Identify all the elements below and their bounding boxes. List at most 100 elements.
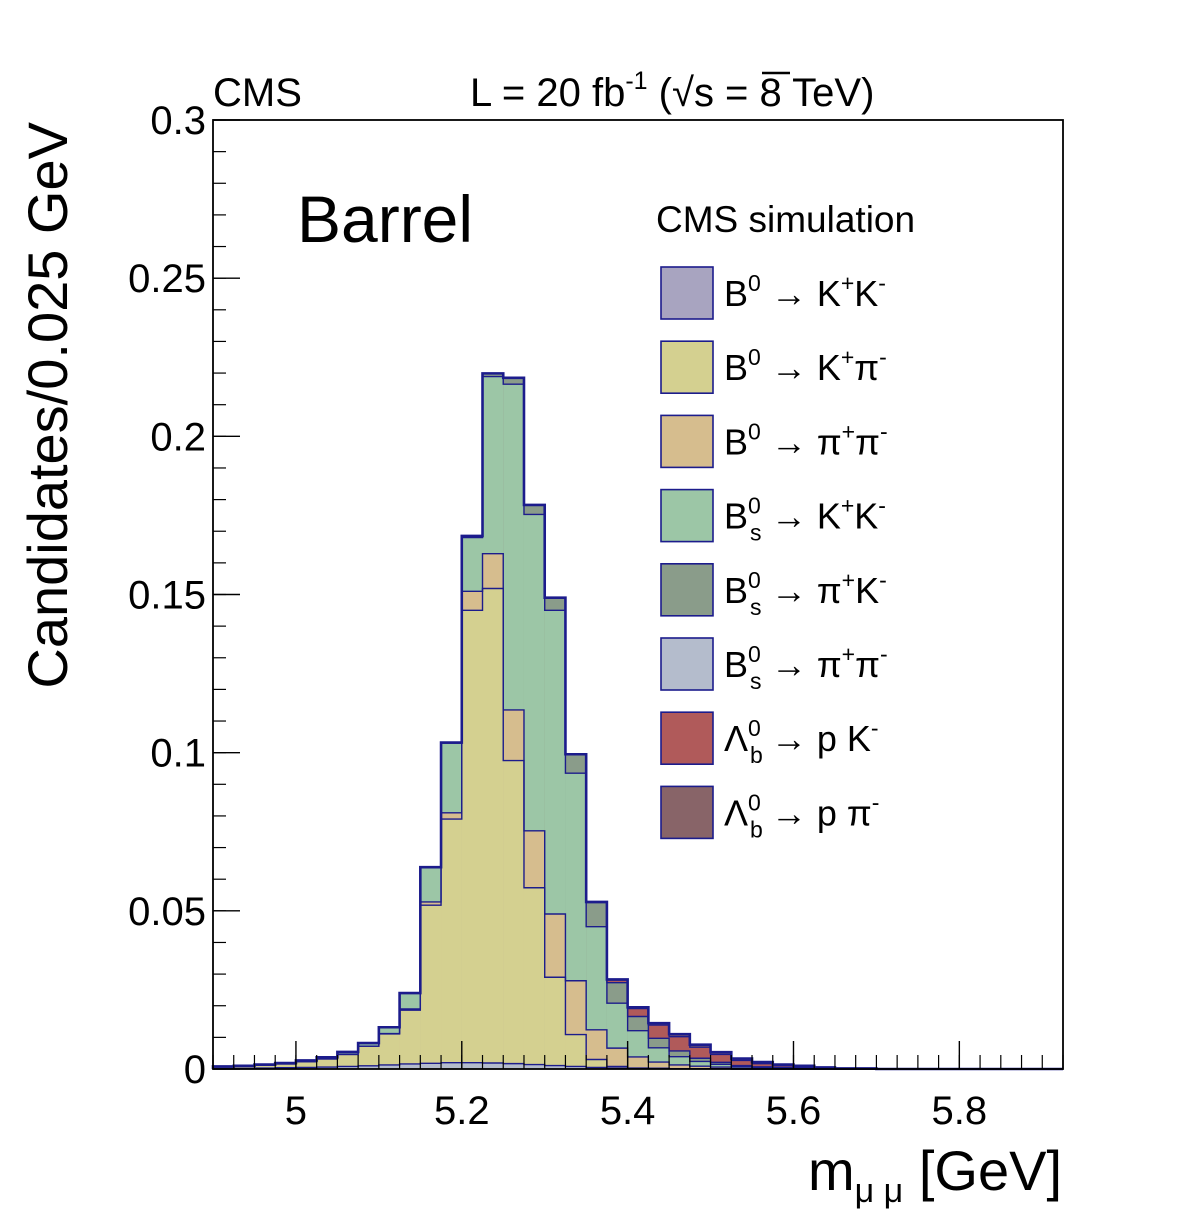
y-tick-label: 0.1 (150, 732, 206, 776)
legend-arrow: → (761, 273, 817, 314)
legend-swatch (660, 637, 714, 691)
legend-arrow: → (761, 718, 817, 759)
bar-B0_KpiMinus-2 (254, 1065, 276, 1069)
legend-parent-sub: s (750, 668, 762, 694)
title-right: L = 20 fb-1 (√s = 8 TeV) (470, 67, 874, 115)
legend-product2-sup: - (871, 715, 879, 741)
legend-parent: Λ (724, 718, 748, 759)
legend-parent-sup: 0 (748, 641, 761, 667)
legend-product1: K (817, 347, 841, 388)
legend-label: B0 → K+K- (724, 270, 886, 314)
bar-B0_KpiMinus-4 (295, 1061, 317, 1069)
bar-Bs0_pipi-10 (420, 1063, 442, 1069)
bar-Bs0_pipi-15 (523, 1064, 545, 1069)
energy-label: s = 8 TeV) (694, 71, 874, 115)
bar-Bs0_pipi-12 (461, 1062, 483, 1069)
tick-labels: 5 5.2 5.4 5.6 5.8 0 0.05 0.1 0.15 0.2 0.25 0.3 (128, 99, 987, 1133)
legend-product1: p (817, 718, 847, 759)
legend-entry: B0 → π+π- (724, 418, 888, 462)
legend-label: B0 → π+π- (724, 641, 888, 685)
legend-product2-sup: - (878, 493, 886, 519)
legend-product1-sup: + (841, 270, 854, 296)
legend-label: B0 → π+π- (724, 418, 888, 462)
bar-Bs0_pipi-13 (482, 1062, 504, 1069)
legend: B0 → K+K-B0 → K+π-B0 → π+π-B0 → K+K-sB0 … (660, 266, 888, 842)
legend-entry: B0 → K+K-s (724, 493, 886, 546)
bar-Bs0_KK-23 (689, 1061, 711, 1069)
legend-parent-sup: 0 (748, 344, 761, 370)
legend-parent-sup: 0 (748, 567, 761, 593)
bar-Bs0_pipi-14 (503, 1063, 524, 1069)
bar-Lb0_pK-25 (731, 1060, 753, 1069)
legend-parent-sub: s (750, 520, 762, 546)
legend-product1: π (817, 421, 842, 462)
x-axis-title-main: m (808, 1139, 855, 1202)
legend-product2: π (847, 792, 872, 833)
legend-parent-sup: 0 (748, 270, 761, 296)
bar-B0_KpiMinus-15 (523, 887, 545, 1069)
legend-arrow: → (761, 644, 817, 685)
legend-parent-sub: b (750, 816, 763, 842)
x-axis-title: mμ μ [GeV] (808, 1139, 1062, 1210)
lumi-exponent: -1 (625, 67, 647, 95)
bar-B0_KpiMinus-6 (337, 1054, 359, 1069)
bar-B0_KpiMinus-10 (420, 905, 442, 1069)
bar-B0_pipi-22 (669, 1064, 690, 1069)
legend-product2: K (854, 273, 878, 314)
x-tick-label: 5.2 (434, 1089, 490, 1133)
legend-parent-sub: s (750, 594, 762, 620)
legend-arrow: → (761, 496, 817, 537)
legend-product1: K (817, 273, 841, 314)
bar-B0_KpiMinus-1 (233, 1066, 255, 1069)
x-tick-label: 5 (285, 1089, 307, 1133)
legend-swatch (660, 785, 714, 840)
x-tick-label: 5.8 (932, 1089, 988, 1133)
bar-Bs0_pipi-17 (565, 1066, 587, 1069)
legend-label: Λ0 → p π- (724, 789, 879, 833)
legend-entry: B0 → K+K- (724, 270, 886, 314)
y-tick-label: 0 (184, 1048, 206, 1092)
y-tick-label: 0.3 (150, 99, 206, 143)
legend-arrow: → (761, 347, 817, 388)
legend-swatch (660, 488, 714, 543)
title-left: CMS (213, 71, 302, 115)
legend-parent: B (724, 273, 748, 314)
y-tick-label: 0.05 (128, 890, 206, 934)
y-tick-label: 0.15 (128, 574, 206, 618)
legend-parent: B (724, 570, 748, 611)
legend-title: CMS simulation (656, 199, 915, 240)
sqrt-symbol: √ (672, 71, 694, 115)
bar-B0_KpiMinus-11 (441, 819, 462, 1069)
bar-B0_KpiMinus-8 (378, 1033, 400, 1069)
bar-B0_KpiMinus-18 (586, 1059, 607, 1069)
y-axis-title: Candidates/0.025 GeV (16, 121, 79, 688)
legend-product2-sup: - (880, 641, 888, 667)
bar-B0_KpiMinus-5 (316, 1058, 338, 1069)
legend-product1: K (817, 496, 841, 537)
paren-open: ( (648, 71, 673, 115)
y-tick-label: 0.25 (128, 257, 206, 301)
lumi-prefix: L = 20 fb (470, 71, 625, 115)
bar-Bs0_pipi-6 (337, 1066, 359, 1069)
bar-B0_pipi-21 (648, 1062, 670, 1069)
bar-Bs0_pipi-7 (358, 1065, 379, 1069)
legend-product2: K (855, 570, 879, 611)
legend-product1: π (817, 644, 842, 685)
x-axis-title-sub: μ μ (855, 1172, 904, 1210)
legend-parent-sup: 0 (748, 418, 761, 444)
legend-entry: B0 → K+π- (724, 344, 887, 388)
axes (212, 119, 1064, 1070)
legend-product1-sup: + (842, 641, 855, 667)
legend-label: B0 → K+K- (724, 493, 886, 537)
legend-parent-sup: 0 (748, 493, 761, 519)
legend-product2: π (854, 347, 879, 388)
bar-B0_KpiMinus-9 (399, 1010, 421, 1069)
legend-product1-sup: + (842, 418, 855, 444)
bar-B0_KpiMinus-13 (482, 588, 504, 1069)
legend-parent: Λ (724, 792, 748, 833)
legend-swatch (660, 711, 714, 766)
histogram-bars (213, 373, 877, 1070)
bar-Bs0_pipi-11 (441, 1062, 462, 1069)
region-label: Barrel (297, 182, 473, 256)
